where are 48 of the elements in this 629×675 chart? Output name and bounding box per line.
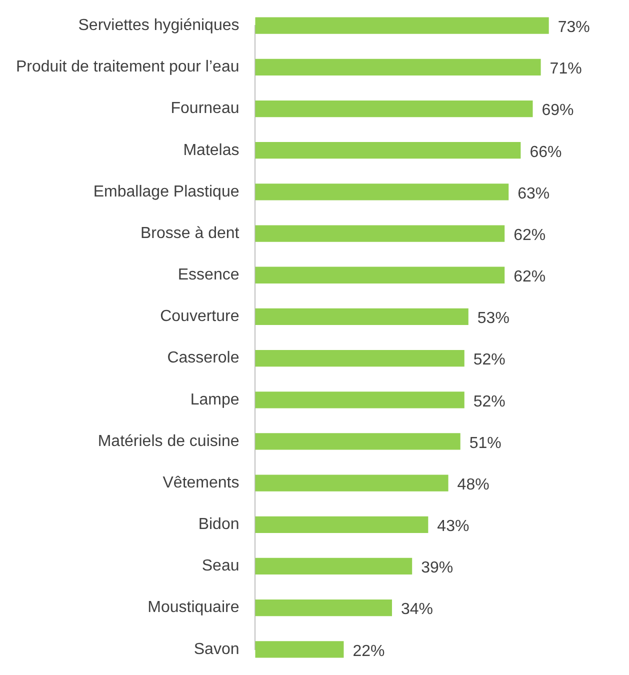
data-label: 73% <box>558 19 590 36</box>
bar <box>255 184 509 200</box>
y-tick-label: Essence <box>178 266 240 284</box>
data-label: 62% <box>514 226 546 244</box>
data-label: 69% <box>542 102 574 120</box>
data-label: 48% <box>457 476 490 494</box>
bar <box>255 516 428 533</box>
bar <box>255 142 521 159</box>
bar <box>255 392 464 408</box>
y-tick-label: Produit de traitement pour l’eau <box>16 58 240 76</box>
data-label: 39% <box>421 560 454 577</box>
y-tick-label: Seau <box>202 558 240 575</box>
data-label: 71% <box>550 60 582 78</box>
bar <box>255 100 533 118</box>
y-tick-label: Lampe <box>190 391 240 408</box>
bar <box>255 433 460 450</box>
y-tick-label: Casserole <box>167 350 240 367</box>
bar <box>255 558 412 575</box>
bar <box>255 308 468 326</box>
data-label: 62% <box>514 268 546 286</box>
data-label: 66% <box>530 144 562 161</box>
data-label: 63% <box>518 185 550 202</box>
bar <box>255 225 505 242</box>
y-tick-label: Couverture <box>160 308 240 326</box>
y-tick-label: Moustiquaire <box>148 599 240 616</box>
y-tick-label: Matelas <box>183 142 240 159</box>
y-tick-label: Brosse à dent <box>140 224 240 242</box>
data-label: 22% <box>352 642 385 660</box>
data-label: 34% <box>400 601 434 618</box>
y-tick-label: Serviettes hygiéniques <box>78 17 240 34</box>
y-tick-label: Emballage Plastique <box>93 183 240 200</box>
y-tick-label: Savon <box>194 640 240 658</box>
bar <box>255 474 448 492</box>
y-tick-label: Vêtements <box>162 474 240 492</box>
bar <box>255 17 549 34</box>
y-tick-label: Bidon <box>198 516 240 534</box>
y-tick-label: Matériels de cuisine <box>98 432 240 450</box>
bar <box>255 58 541 76</box>
bar <box>255 266 505 284</box>
bar <box>255 641 344 658</box>
data-label: 52% <box>473 352 506 369</box>
data-label: 43% <box>437 518 470 536</box>
bar <box>255 350 464 367</box>
data-label: 52% <box>473 393 506 410</box>
bar <box>255 599 392 616</box>
data-label: 53% <box>477 310 510 328</box>
data-label: 51% <box>469 434 502 452</box>
y-tick-label: Fourneau <box>170 100 240 118</box>
